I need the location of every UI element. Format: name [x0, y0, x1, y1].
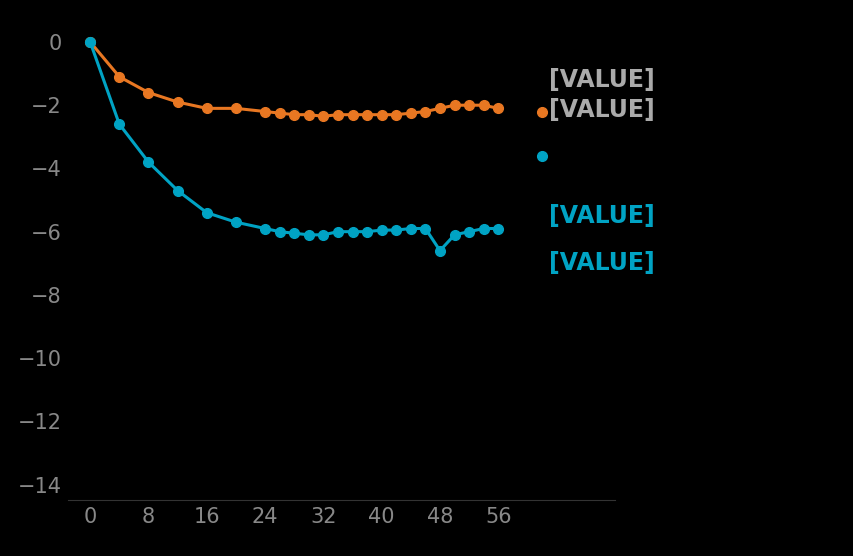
Text: [VALUE]: [VALUE] [548, 204, 654, 228]
Text: [VALUE]: [VALUE] [548, 68, 654, 92]
Text: [VALUE]: [VALUE] [548, 98, 654, 122]
Text: [VALUE]: [VALUE] [548, 251, 654, 275]
